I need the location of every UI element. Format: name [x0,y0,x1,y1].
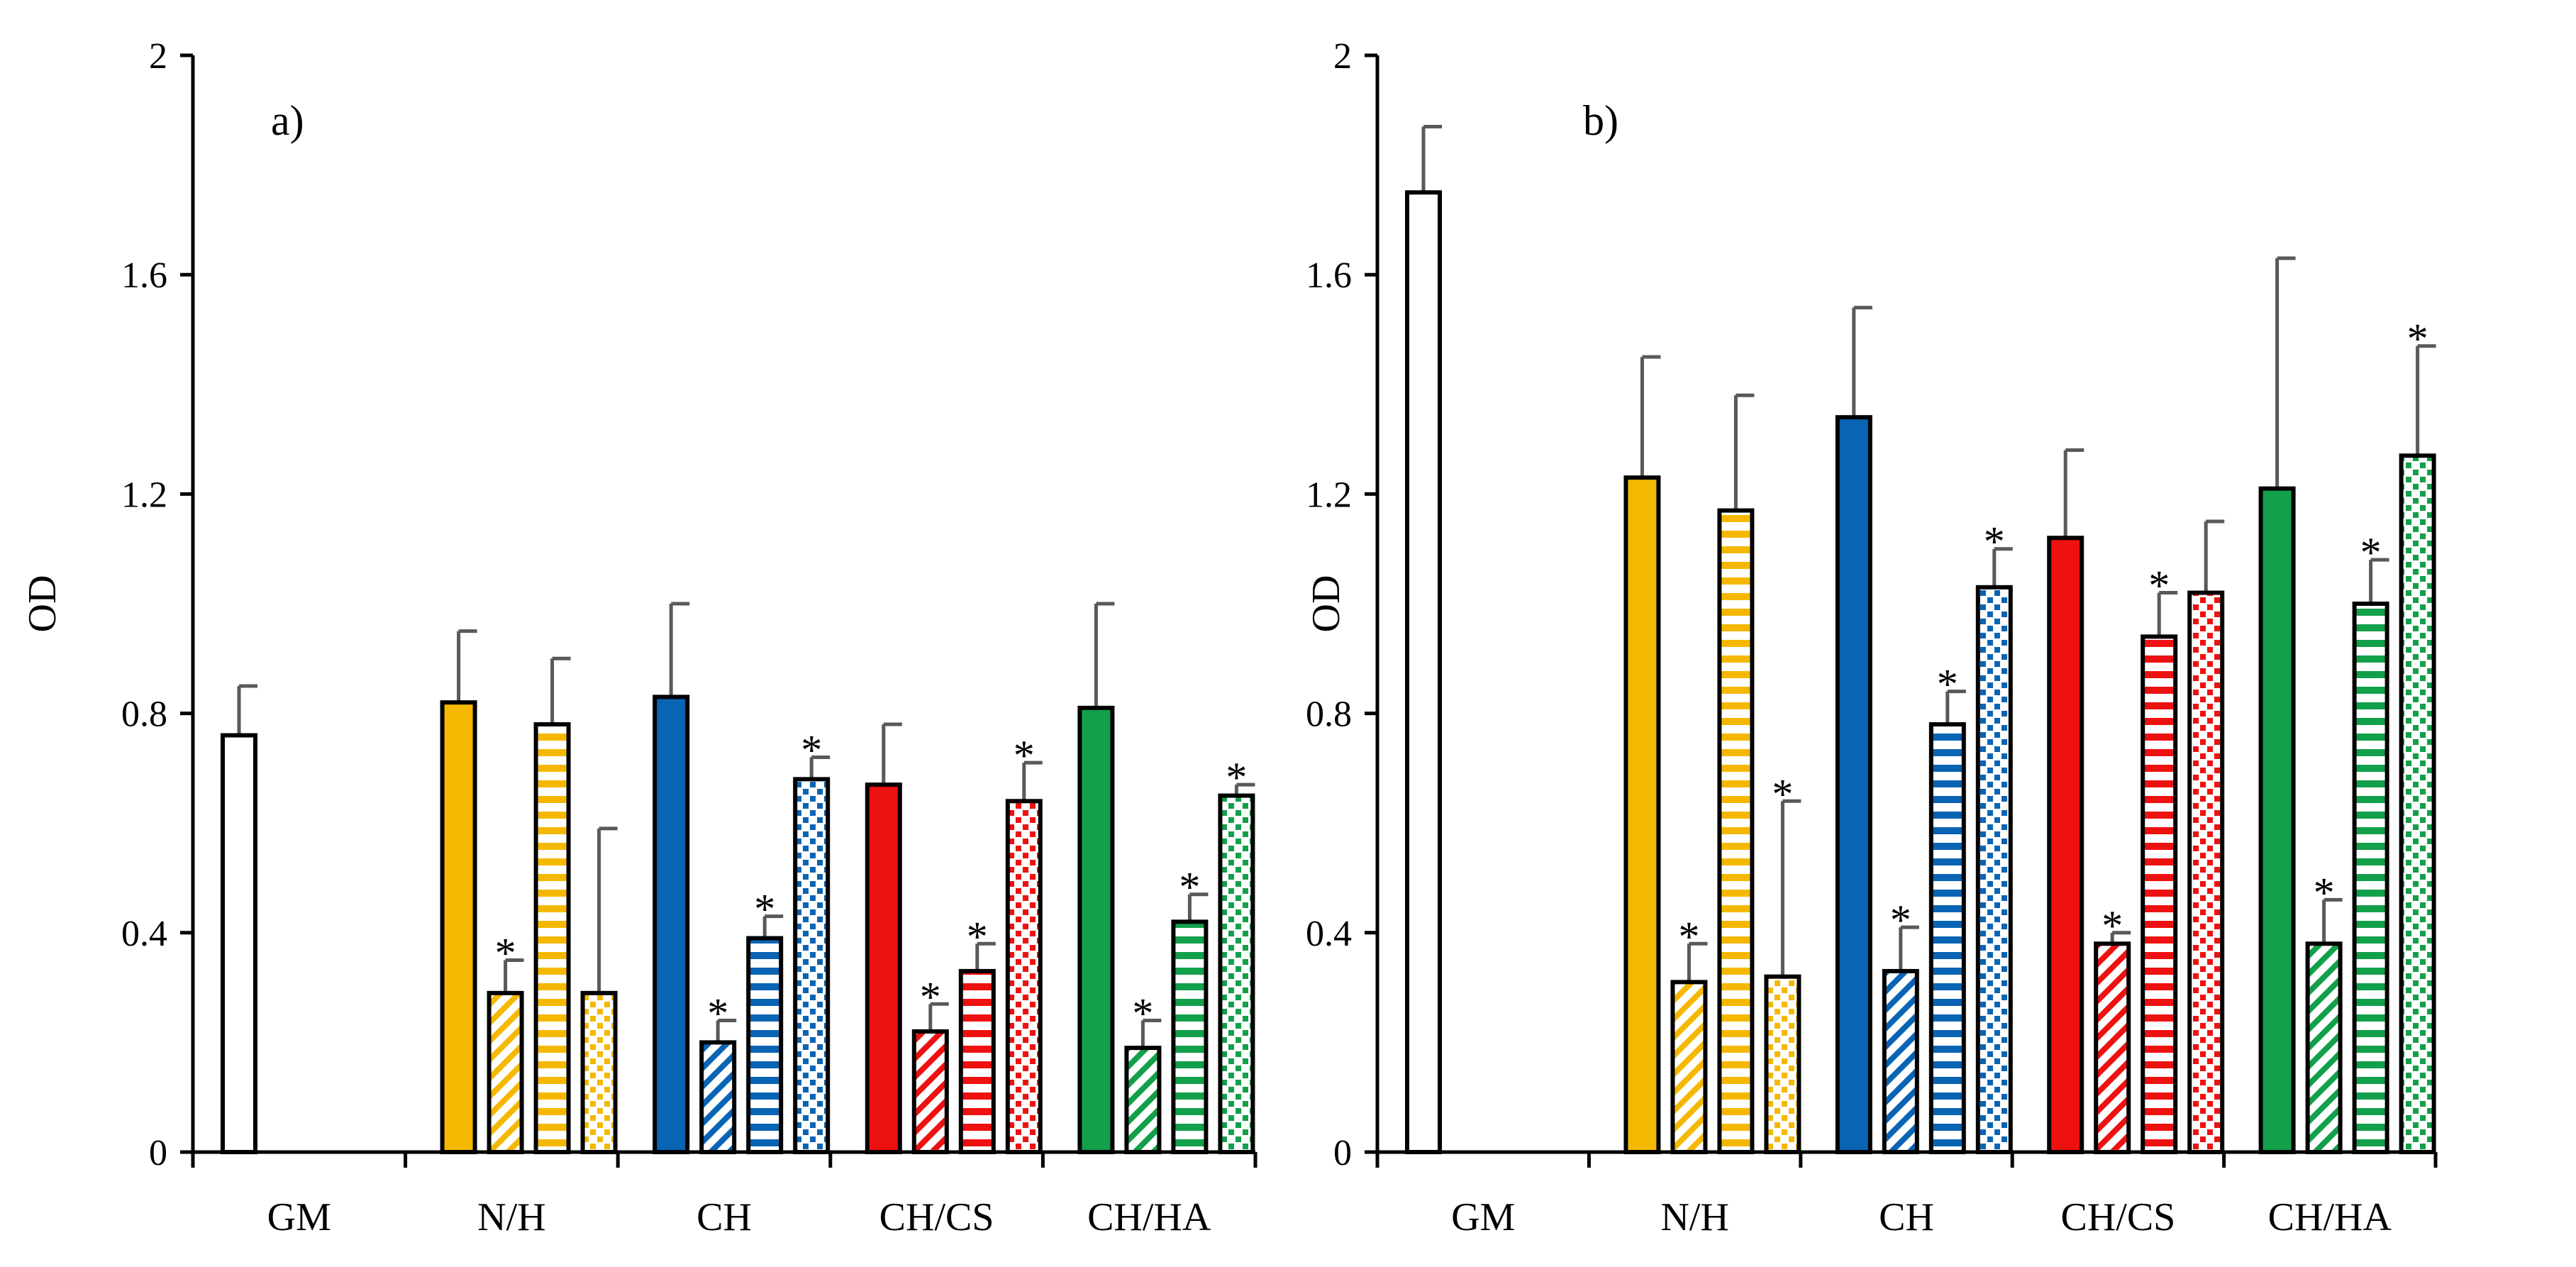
bar-chha-solid [2258,486,2296,1154]
significance-star: * [1226,754,1247,801]
bar-chha-diagonal [1124,1046,1162,1154]
bar-ch-diagonal [699,1040,737,1155]
y-tick-label: 2 [149,36,167,77]
bar-ch-solid [653,695,690,1154]
significance-star: * [2314,869,2335,916]
significance-star: * [1014,732,1035,779]
bar-ch-dotted [793,777,831,1154]
bar-chcs-diagonal [2094,941,2131,1154]
bar-chcs-diagonal [911,1029,949,1154]
bar-chha-dotted [2399,453,2436,1154]
bar-chcs-horizontal [2141,634,2178,1154]
category-label: GM [1451,1195,1515,1239]
significance-star: * [1937,661,1958,708]
significance-star: * [495,929,516,976]
significance-star: * [1132,990,1153,1036]
bar-chha-diagonal [2305,941,2343,1154]
y-axis-title: OD [1304,575,1348,633]
significance-star: * [707,990,728,1036]
significance-star: * [2360,529,2382,576]
significance-star: * [2407,316,2428,363]
significance-star: * [801,726,822,773]
y-tick-label: 0 [149,1133,167,1173]
significance-star: * [1984,519,2005,565]
bar-ch-diagonal [1882,968,1919,1155]
y-tick-label: 0.8 [121,695,167,735]
y-tick-label: 2 [1333,36,1352,77]
significance-star: * [2102,902,2123,949]
significance-star: * [967,913,988,960]
bar-nh-solid [1623,475,1661,1154]
bar-ch-dotted [1975,585,2013,1154]
category-label: CH [1879,1195,1934,1239]
significance-star: * [920,973,941,1020]
bar-nh-solid [440,700,477,1154]
significance-star: * [1678,913,1699,960]
bar-nh-diagonal [487,990,524,1154]
bar-chha-dotted [1218,793,1255,1155]
y-tick-label: 0 [1333,1133,1352,1173]
category-label: CH/CS [2060,1195,2175,1239]
category-label: CH/CS [879,1195,994,1239]
bar-chcs-solid [2047,536,2084,1154]
bar-ch-horizontal [746,936,784,1155]
significance-star: * [1772,770,1793,817]
bar-chcs-dotted [2187,590,2225,1154]
panel-label: a) [271,97,304,144]
y-tick-label: 0.4 [1306,914,1352,954]
y-tick-label: 1.2 [1306,475,1352,515]
category-label: N/H [477,1195,545,1239]
bar-chcs-horizontal [958,968,996,1155]
bar-ch-solid [1835,415,1872,1154]
significance-star: * [1179,864,1200,911]
bar-chha-horizontal [2352,602,2389,1154]
category-label: N/H [1660,1195,1728,1239]
bar-chcs-dotted [1005,799,1043,1155]
panel-a: 0 0.4 0.8 1.2 1.6 2 OD a) GM N/H CH CH/CS CH/HA * * * * *… [21,36,1258,1239]
y-tick-label: 1.2 [121,475,167,515]
bar-chcs-solid [865,782,902,1154]
significance-star: * [2148,563,2170,609]
panel-b: 0 0.4 0.8 1.2 1.6 2 OD b) GM N/H CH CH/CS CH/HA * * * * *… [1304,36,2438,1239]
panel-label: b) [1583,97,1619,144]
bar-nh-dotted [580,990,618,1154]
bar-nh-horizontal [533,722,571,1154]
bar-gm-solid [1405,190,1442,1154]
category-label: CH/HA [1087,1195,1211,1239]
bar-nh-horizontal [1717,508,1755,1154]
significance-star: * [1890,897,1911,944]
bar-nh-dotted [1764,974,1801,1155]
y-tick-label: 1.6 [1306,255,1352,296]
bar-nh-diagonal [1670,980,1708,1154]
bar-chha-solid [1077,705,1115,1154]
y-tick-label: 1.6 [121,255,167,296]
category-label: GM [267,1195,331,1239]
y-tick-label: 0.8 [1306,695,1352,735]
y-axis-title: OD [21,575,65,633]
y-tick-label: 0.4 [121,914,167,954]
bar-gm-solid [221,733,257,1154]
category-label: CH [696,1195,752,1239]
category-label: CH/HA [2268,1195,2392,1239]
bar-ch-horizontal [1928,722,1966,1154]
bar-chha-horizontal [1171,919,1209,1154]
significance-star: * [754,886,775,933]
